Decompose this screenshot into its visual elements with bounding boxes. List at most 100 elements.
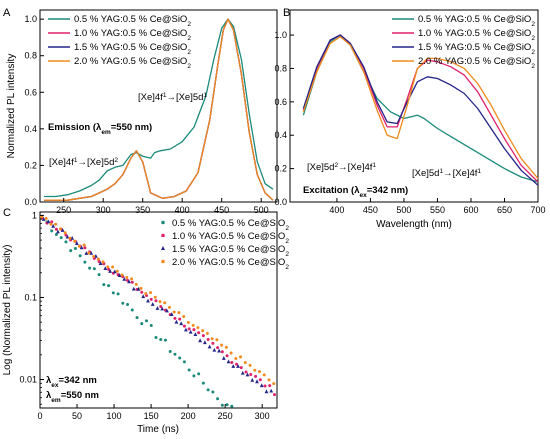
data-point-c-3 [39,215,43,219]
legend-label-a-3: 2.0 % YAG:0.5 % Ce@SiO2 [74,56,191,70]
data-point-c-0 [173,352,177,356]
data-point-c-2 [255,379,259,384]
data-point-c-0 [159,337,163,341]
data-point-c-3 [111,265,115,269]
data-point-c-3 [262,373,266,377]
data-point-c-1 [159,304,163,308]
data-point-c-2 [60,228,65,232]
y-tick-label: 0.01 [19,375,37,385]
y-axis-label-a: Normalized PL intensity [6,54,17,159]
x-tick-label: 300 [96,205,111,215]
x-tick-label: 550 [430,205,445,215]
data-point-c-1 [235,362,239,366]
data-point-c-3 [130,277,134,281]
legend-marker-c-3 [161,259,165,264]
data-point-c-3 [234,357,238,361]
series-line-b-3 [302,36,539,180]
data-point-c-3 [54,222,58,226]
y-tick-label: 0.8 [274,63,287,73]
y-tick-label: 1.0 [24,14,37,24]
data-point-c-2 [264,389,269,394]
annotation-a-5d1: [Xe]4f1→[Xe]5d1 [138,92,207,104]
data-point-c-1 [64,233,68,237]
data-point-c-0 [102,283,106,287]
data-point-c-3 [229,351,233,355]
data-point-c-3 [215,338,219,342]
data-point-c-0 [88,266,92,270]
data-point-c-1 [182,324,186,328]
data-point-c-0 [145,319,149,323]
data-point-c-0 [197,372,201,376]
data-point-c-0 [97,273,101,277]
legend-label-c-1: 1.0 % YAG:0.5 % Ce@SiO2 [172,231,289,245]
y-tick-label: 0.1 [24,292,37,302]
data-point-c-2 [169,312,174,316]
data-point-c-0 [201,381,205,385]
plot-frame-a [39,9,278,203]
legend-label-a-0: 0.5 % YAG:0.5 % Ce@SiO2 [74,14,191,28]
data-point-c-2 [117,273,122,277]
panel-c: C 0 50 100 150 200 250 300 10.10.01 Time (ns) … [2,207,289,435]
data-point-c-1 [54,227,58,231]
x-tick-label: 650 [497,205,512,215]
data-point-c-3 [224,345,228,349]
data-point-c-0 [192,374,196,378]
plot-frame-b [289,9,539,203]
legend-label-c-2: 1.5 % YAG:0.5 % Ce@SiO2 [172,244,289,258]
data-point-c-3 [163,301,167,305]
annotation-c-lem: λem=550 nm [46,390,99,404]
data-point-c-2 [245,372,250,377]
x-tick-label: 50 [72,411,82,421]
panel-a: A 250 300 350 400 450 500 0.0 0.2 0.4 0.6 0.8 1.0 … [3,7,278,215]
annotation-a-5d2: [Xe]4f1→[Xe]5d2 [49,157,118,169]
y-tick-label: 0.4 [24,124,37,134]
annotation-b-5d2: [Xe]5d2→[Xe]4f1 [307,162,376,174]
data-point-c-3 [120,273,124,277]
data-point-c-0 [116,292,120,296]
y-tick-label: 0.4 [274,130,287,140]
x-tick-label: 250 [56,205,71,215]
legend-marker-c-2 [161,246,165,250]
legend-label-a-2: 1.5 % YAG:0.5 % Ce@SiO2 [74,42,191,56]
data-point-c-0 [187,368,191,372]
data-point-c-3 [196,326,200,330]
data-point-c-3 [205,331,209,335]
data-point-c-3 [58,227,62,231]
data-point-c-2 [221,356,226,360]
data-point-c-1 [206,337,210,341]
data-point-c-0 [178,356,182,360]
data-point-c-3 [149,291,153,295]
data-point-c-3 [210,337,214,341]
data-point-c-0 [211,390,215,394]
x-tick-label: 150 [144,411,159,421]
legend-marker-c-0 [161,220,165,225]
legend-marker-c-1 [161,233,165,238]
data-point-c-3 [106,265,110,269]
data-point-c-0 [78,254,82,258]
data-point-c-1 [192,328,196,332]
data-point-c-3 [177,311,181,315]
data-point-c-0 [107,284,111,288]
data-point-c-2 [179,321,184,326]
data-point-c-0 [216,397,220,401]
data-point-c-2 [41,217,46,221]
data-point-c-3 [73,239,77,243]
data-point-c-2 [65,234,70,239]
data-point-c-3 [125,276,129,280]
data-point-c-1 [263,384,267,388]
x-tick-label: 0 [37,411,42,421]
data-point-c-2 [127,279,131,284]
data-point-c-3 [186,320,190,324]
data-point-c-2 [207,344,212,349]
data-point-c-3 [153,295,157,299]
y-tick-label: 1.0 [274,30,287,40]
data-point-c-2 [108,269,112,273]
x-tick-label: 300 [255,411,270,421]
data-point-c-2 [51,223,56,228]
data-point-c-0 [206,388,210,392]
data-point-c-0 [69,249,73,253]
data-point-c-2 [269,388,274,393]
data-point-c-2 [217,348,221,353]
